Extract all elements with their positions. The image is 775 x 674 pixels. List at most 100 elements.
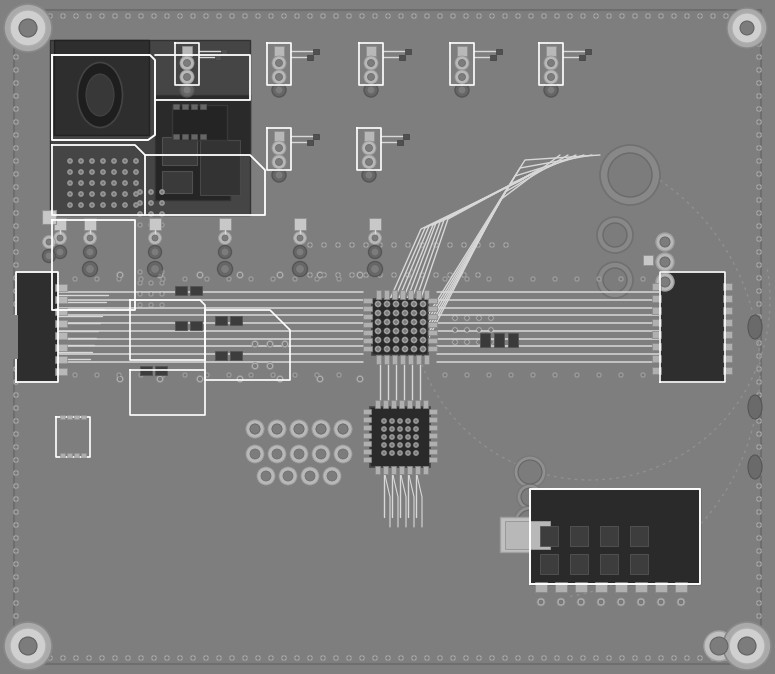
Circle shape <box>126 13 131 19</box>
Circle shape <box>402 319 408 325</box>
Circle shape <box>699 656 701 659</box>
Bar <box>55 368 67 375</box>
Circle shape <box>228 278 230 280</box>
Circle shape <box>139 373 143 377</box>
Circle shape <box>385 13 391 19</box>
Circle shape <box>541 655 547 661</box>
Circle shape <box>723 655 728 661</box>
Circle shape <box>412 338 415 342</box>
Bar <box>84 218 96 230</box>
Circle shape <box>160 373 166 377</box>
Circle shape <box>758 121 760 123</box>
Circle shape <box>160 212 164 216</box>
Circle shape <box>184 73 191 80</box>
Bar <box>546 46 556 56</box>
Circle shape <box>608 153 652 197</box>
Circle shape <box>336 276 342 282</box>
Circle shape <box>377 330 380 332</box>
Bar <box>313 134 319 139</box>
Circle shape <box>73 276 78 282</box>
Circle shape <box>250 374 252 376</box>
Circle shape <box>137 212 143 216</box>
Circle shape <box>222 235 228 241</box>
Bar <box>429 441 437 446</box>
Circle shape <box>732 13 762 43</box>
Circle shape <box>646 13 651 19</box>
Circle shape <box>758 315 760 318</box>
Circle shape <box>756 197 762 203</box>
Circle shape <box>419 242 425 248</box>
Circle shape <box>205 656 207 659</box>
Bar <box>74 415 79 419</box>
Bar <box>384 355 389 364</box>
Circle shape <box>384 328 390 334</box>
Circle shape <box>698 655 703 661</box>
Bar <box>200 134 206 139</box>
Circle shape <box>13 548 19 554</box>
Bar <box>149 218 161 230</box>
Circle shape <box>400 15 402 18</box>
Circle shape <box>160 222 164 228</box>
Circle shape <box>383 443 385 446</box>
Circle shape <box>758 212 760 214</box>
Circle shape <box>475 242 480 248</box>
Bar <box>221 49 227 54</box>
Circle shape <box>521 488 539 506</box>
Circle shape <box>455 70 469 84</box>
Circle shape <box>537 598 545 606</box>
Circle shape <box>515 13 521 19</box>
Bar <box>428 306 437 311</box>
Circle shape <box>13 418 19 424</box>
Circle shape <box>660 15 663 18</box>
Circle shape <box>119 377 122 381</box>
Circle shape <box>415 428 417 430</box>
Circle shape <box>377 303 380 305</box>
Circle shape <box>250 424 260 434</box>
Circle shape <box>334 445 352 463</box>
Circle shape <box>402 301 408 307</box>
Circle shape <box>646 15 649 18</box>
Circle shape <box>359 655 365 661</box>
Circle shape <box>466 278 468 280</box>
Circle shape <box>412 321 415 324</box>
Circle shape <box>272 449 282 459</box>
Circle shape <box>532 374 534 376</box>
Circle shape <box>124 193 126 195</box>
Circle shape <box>160 276 166 282</box>
Circle shape <box>91 182 93 184</box>
Circle shape <box>756 80 762 86</box>
Circle shape <box>150 191 152 193</box>
Circle shape <box>101 181 105 185</box>
Circle shape <box>253 365 257 368</box>
Bar <box>191 134 197 139</box>
Circle shape <box>368 231 381 245</box>
Circle shape <box>452 339 458 345</box>
Circle shape <box>290 445 308 463</box>
Circle shape <box>116 272 123 278</box>
Circle shape <box>320 655 326 661</box>
Circle shape <box>197 375 204 383</box>
Circle shape <box>634 656 636 659</box>
Circle shape <box>463 655 469 661</box>
Circle shape <box>398 450 402 456</box>
Circle shape <box>673 15 675 18</box>
Circle shape <box>710 655 716 661</box>
Circle shape <box>13 262 19 268</box>
Circle shape <box>393 301 399 307</box>
Circle shape <box>246 445 264 463</box>
Circle shape <box>358 273 362 277</box>
Circle shape <box>316 424 326 434</box>
Circle shape <box>15 497 17 500</box>
Circle shape <box>413 15 415 18</box>
Bar <box>496 49 502 54</box>
Circle shape <box>295 264 305 274</box>
Circle shape <box>508 276 514 282</box>
Bar <box>457 46 467 56</box>
Circle shape <box>140 278 142 280</box>
Circle shape <box>218 15 220 18</box>
Circle shape <box>112 158 116 164</box>
Circle shape <box>57 235 63 241</box>
Circle shape <box>437 655 443 661</box>
Circle shape <box>96 374 98 376</box>
Circle shape <box>756 106 762 112</box>
